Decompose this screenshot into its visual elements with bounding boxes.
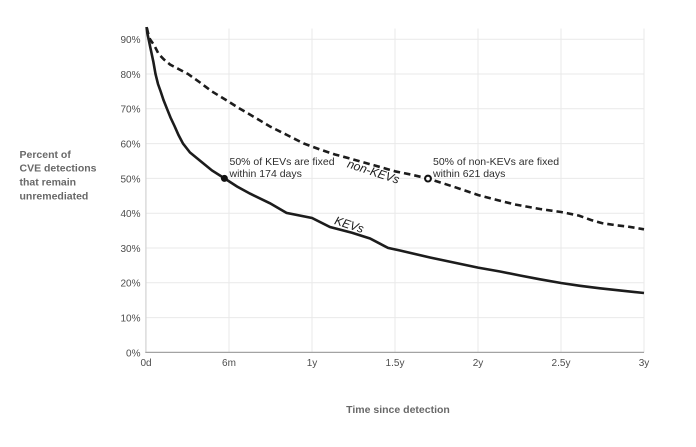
svg-text:CVE detections: CVE detections — [20, 163, 97, 175]
svg-text:within 174 days: within 174 days — [229, 168, 302, 180]
svg-text:50%: 50% — [120, 174, 140, 185]
svg-text:0%: 0% — [126, 348, 141, 359]
svg-text:10%: 10% — [120, 314, 140, 325]
svg-text:within 621 days: within 621 days — [432, 168, 505, 180]
svg-text:1.5y: 1.5y — [386, 358, 405, 369]
svg-text:40%: 40% — [120, 209, 140, 220]
svg-text:3y: 3y — [639, 358, 650, 369]
svg-text:unremediated: unremediated — [20, 191, 89, 203]
svg-text:Percent of: Percent of — [20, 149, 72, 161]
svg-text:2.5y: 2.5y — [552, 358, 571, 369]
svg-text:6m: 6m — [222, 358, 236, 369]
svg-text:0d: 0d — [140, 358, 151, 369]
svg-text:30%: 30% — [120, 244, 140, 255]
svg-text:80%: 80% — [120, 70, 140, 81]
svg-text:90%: 90% — [120, 35, 140, 46]
svg-text:that remain: that remain — [20, 177, 77, 189]
svg-text:2y: 2y — [473, 358, 484, 369]
svg-text:70%: 70% — [120, 105, 140, 116]
svg-text:60%: 60% — [120, 140, 140, 151]
svg-text:1y: 1y — [307, 358, 318, 369]
svg-text:Time since detection: Time since detection — [346, 404, 450, 416]
svg-text:50% of KEVs are fixed: 50% of KEVs are fixed — [230, 156, 335, 168]
svg-text:50% of non-KEVs are fixed: 50% of non-KEVs are fixed — [433, 156, 559, 168]
svg-text:20%: 20% — [120, 279, 140, 290]
